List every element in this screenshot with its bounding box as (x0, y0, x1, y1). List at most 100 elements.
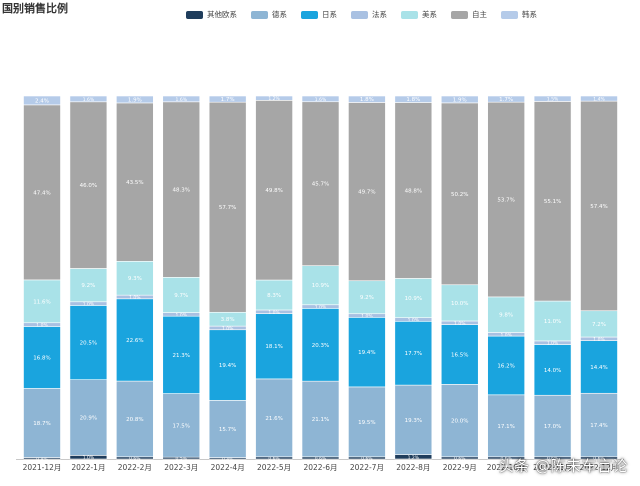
data-label: 15.7% (219, 427, 236, 433)
bar-segment[interactable] (394, 95, 433, 103)
legend-item[interactable]: 自主 (451, 9, 487, 20)
bar-segment[interactable] (162, 277, 201, 313)
bar-segment[interactable] (301, 95, 340, 103)
bar-segment[interactable] (162, 101, 201, 278)
bar-segment[interactable] (116, 298, 154, 382)
x-tick-label: 2022-9月 (443, 463, 477, 472)
legend-label: 韩系 (522, 10, 537, 19)
bar-segment[interactable] (533, 101, 572, 302)
bar-segment[interactable] (348, 95, 386, 103)
bar-segment[interactable] (348, 317, 386, 388)
bar-segment[interactable] (116, 102, 154, 262)
data-label: 1.7% (221, 97, 235, 103)
bar-segment[interactable] (487, 101, 525, 298)
bar-segment[interactable] (69, 101, 108, 269)
data-label: 10.9% (312, 283, 329, 289)
bar-segment[interactable] (301, 308, 340, 382)
legend-item[interactable]: 法系 (351, 9, 387, 20)
bar-segment[interactable] (208, 101, 247, 313)
x-tick-label: 2022-10月 (487, 463, 526, 472)
bar-segment[interactable] (394, 278, 433, 318)
legend-swatch (301, 10, 318, 19)
legend-item[interactable]: 日系 (301, 9, 337, 20)
bar-segment[interactable] (394, 384, 433, 455)
data-label: 0.6% (454, 456, 466, 462)
bar-segment[interactable] (348, 280, 386, 315)
data-label: 48.8% (405, 188, 422, 194)
legend-item[interactable]: 德系 (251, 9, 287, 20)
bar-segment[interactable] (23, 279, 61, 324)
data-label: 50.2% (451, 192, 468, 198)
bar-segment[interactable] (69, 95, 108, 103)
bar-segment[interactable] (394, 102, 433, 279)
data-label: 1.0% (83, 455, 95, 461)
bar-segment[interactable] (255, 100, 293, 281)
data-label: 1.0% (83, 302, 95, 308)
bar-segment[interactable] (580, 340, 618, 394)
bar-segment[interactable] (580, 392, 618, 458)
bar-segment[interactable] (487, 394, 525, 458)
bar-segment[interactable] (255, 279, 293, 311)
bar-segment[interactable] (69, 305, 108, 380)
bar-segment[interactable] (301, 101, 340, 266)
bar-segment[interactable] (580, 310, 618, 338)
data-label: 14.0% (544, 368, 561, 374)
data-label: 1.0% (268, 310, 280, 316)
bar-segment[interactable] (440, 102, 479, 286)
bar-segment[interactable] (255, 95, 293, 101)
data-label: 21.3% (173, 353, 190, 359)
bar-segment[interactable] (580, 95, 618, 102)
bar-segment[interactable] (440, 284, 479, 322)
legend-swatch (401, 10, 418, 19)
legend-swatch (501, 10, 518, 19)
data-label: 3.8% (221, 317, 235, 323)
legend-swatch (351, 10, 368, 19)
bar-segment[interactable] (208, 400, 247, 458)
bar-segment[interactable] (301, 380, 340, 458)
bar-segment[interactable] (533, 300, 572, 342)
bar-segment[interactable] (440, 324, 479, 385)
chart-legend: 其他欧系 德系 日系 法系 美系 自主 韩系 (186, 9, 551, 20)
bar-segment[interactable] (348, 102, 386, 282)
bar-segment[interactable] (533, 344, 572, 396)
bar-segment[interactable] (255, 378, 293, 458)
bar-segment[interactable] (533, 95, 572, 102)
bar-segment[interactable] (348, 386, 386, 458)
bar-segment[interactable] (208, 329, 247, 401)
data-label: 1.2% (268, 96, 280, 102)
data-label: 1.0% (176, 312, 188, 318)
bar-segment[interactable] (23, 388, 61, 458)
bar-segment[interactable] (116, 260, 154, 296)
bar-segment[interactable] (580, 100, 618, 312)
data-label: 0.6% (361, 456, 373, 462)
bar-segment[interactable] (162, 95, 201, 103)
x-tick-label: 2022-2月 (118, 463, 152, 472)
data-label: 9.7% (174, 293, 188, 299)
bar-segment[interactable] (208, 95, 247, 103)
bar-segment[interactable] (440, 384, 479, 458)
bar-segment[interactable] (23, 95, 61, 106)
bar-segment[interactable] (487, 296, 525, 333)
data-label: 17.7% (405, 351, 422, 357)
data-label: 21.6% (265, 416, 282, 422)
x-tick-label: 2022-12月 (580, 463, 619, 472)
bar-segment[interactable] (301, 265, 340, 306)
data-label: 16.8% (33, 355, 50, 361)
bar-segment[interactable] (440, 95, 479, 104)
data-label: 1.0% (500, 332, 512, 338)
bar-segment[interactable] (116, 95, 154, 104)
bar-segment[interactable] (162, 315, 201, 394)
data-label: 0.6% (547, 456, 559, 462)
bar-segment[interactable] (162, 393, 201, 458)
legend-label: 德系 (272, 10, 287, 19)
bar-segment[interactable] (394, 320, 433, 386)
legend-item[interactable]: 韩系 (501, 9, 537, 20)
bar-segment[interactable] (116, 380, 154, 458)
data-label: 19.3% (405, 418, 422, 424)
bar-segment[interactable] (69, 379, 108, 456)
bar-segment[interactable] (23, 104, 61, 281)
bar-segment[interactable] (487, 95, 525, 103)
legend-item[interactable]: 美系 (401, 9, 437, 20)
legend-item[interactable]: 其他欧系 (186, 9, 237, 20)
